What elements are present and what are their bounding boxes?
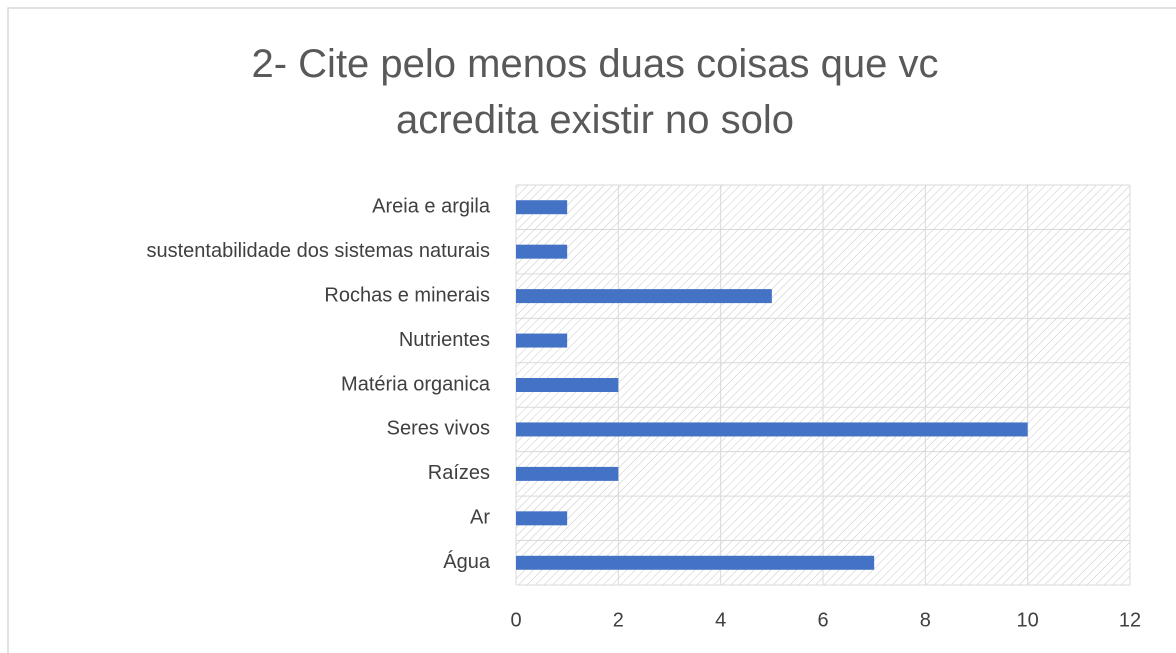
x-tick-label: 10	[1017, 609, 1039, 631]
bar	[516, 422, 1028, 437]
bar	[516, 200, 568, 215]
bar	[516, 244, 568, 259]
x-tick-label: 0	[510, 609, 521, 631]
bar	[516, 378, 619, 392]
y-tick-label: Raízes	[428, 462, 490, 484]
x-tick-label: 4	[715, 609, 726, 631]
x-tick-label: 8	[920, 609, 931, 631]
bar	[516, 511, 568, 526]
x-tick-label: 6	[817, 609, 828, 631]
y-tick-label: Matéria organica	[341, 373, 491, 395]
y-tick-label: Ar	[470, 507, 490, 529]
y-tick-label: sustentabilidade dos sistemas naturais	[146, 240, 490, 262]
y-tick-label: Nutrientes	[399, 329, 490, 351]
bar	[516, 333, 568, 348]
chart-title: 2- Cite pelo menos duas coisas que vc ac…	[251, 42, 939, 142]
x-tick-label: 2	[613, 609, 624, 631]
y-tick-label: Seres vivos	[387, 418, 490, 440]
y-tick-label: Rochas e minerais	[324, 284, 490, 306]
bar	[516, 466, 619, 481]
y-tick-label: Água	[443, 550, 491, 573]
y-tick-label: Areia e argila	[372, 196, 491, 218]
x-tick-label: 12	[1119, 609, 1141, 631]
frame	[7, 7, 1176, 653]
bar	[516, 289, 772, 304]
bar	[516, 555, 875, 570]
